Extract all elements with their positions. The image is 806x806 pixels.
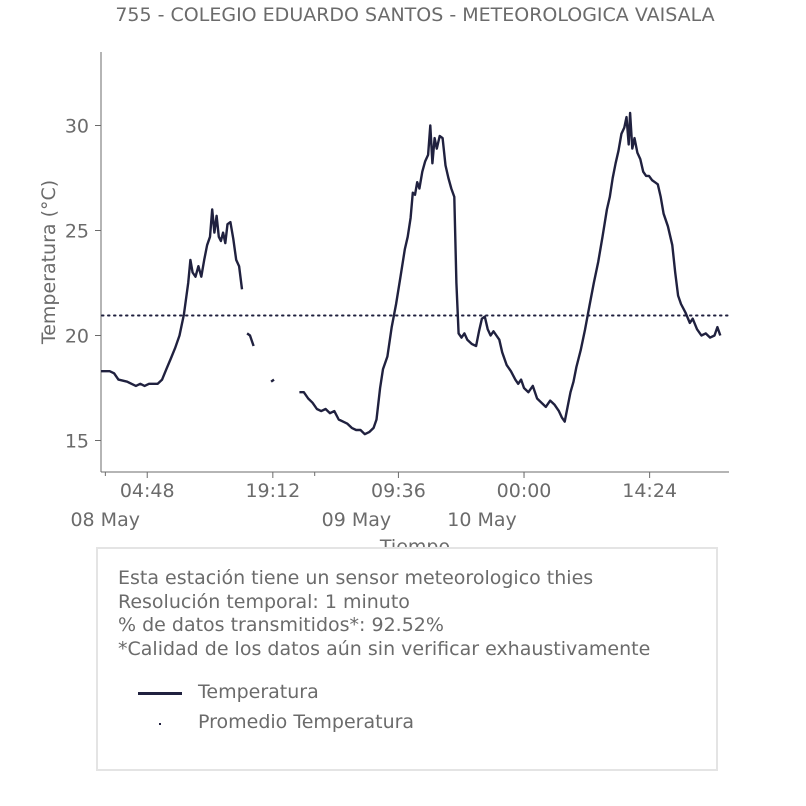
legend-line-swatch (138, 692, 182, 695)
temporal-resolution-text: Resolución temporal: 1 minuto (118, 590, 410, 613)
y-tick-label: 25 (65, 221, 89, 243)
data-quality-note: *Calidad de los datos aún sin verificar … (118, 637, 651, 660)
station-sensor-text: Esta estación tiene un sensor meteorolog… (118, 567, 594, 589)
temperature-series-line (299, 111, 722, 436)
y-tick-label: 30 (65, 116, 89, 138)
legend-dot-swatch (159, 723, 161, 725)
x-date-label: 09 May (322, 509, 392, 531)
legend-label: Temperatura (198, 681, 319, 703)
transmitted-data-text: % de datos transmitidos*: 92.52% (118, 614, 444, 636)
x-tick-label: 04:48 (120, 480, 175, 502)
temperature-series-line (101, 208, 244, 388)
x-tick-label: 14:24 (622, 480, 677, 502)
x-tick-label: 19:12 (245, 480, 300, 502)
x-date-label: 10 May (447, 509, 517, 531)
chart-title: 755 - COLEGIO EDUARDO SANTOS - METEOROLO… (115, 4, 714, 26)
y-tick-label: 15 (65, 431, 89, 453)
info-box: Esta estación tiene un sensor meteorolog… (96, 547, 718, 771)
plot-area: 15 20 25 30 04:48 08 May 19:12 09:36 09 May 00:00… (65, 52, 730, 531)
temperature-series-line (246, 332, 255, 347)
x-date-label: 08 May (70, 509, 140, 531)
x-tick-label: 09:36 (371, 480, 426, 502)
y-tick-label: 20 (65, 326, 89, 348)
station-info: Esta estación tiene un sensor meteorolog… (118, 567, 650, 661)
x-tick-label: 00:00 (497, 480, 552, 502)
temperature-series-line (270, 378, 275, 383)
y-axis-label: Temperatura (°C) (38, 180, 60, 345)
legend-label: Promedio Temperatura (198, 711, 415, 733)
